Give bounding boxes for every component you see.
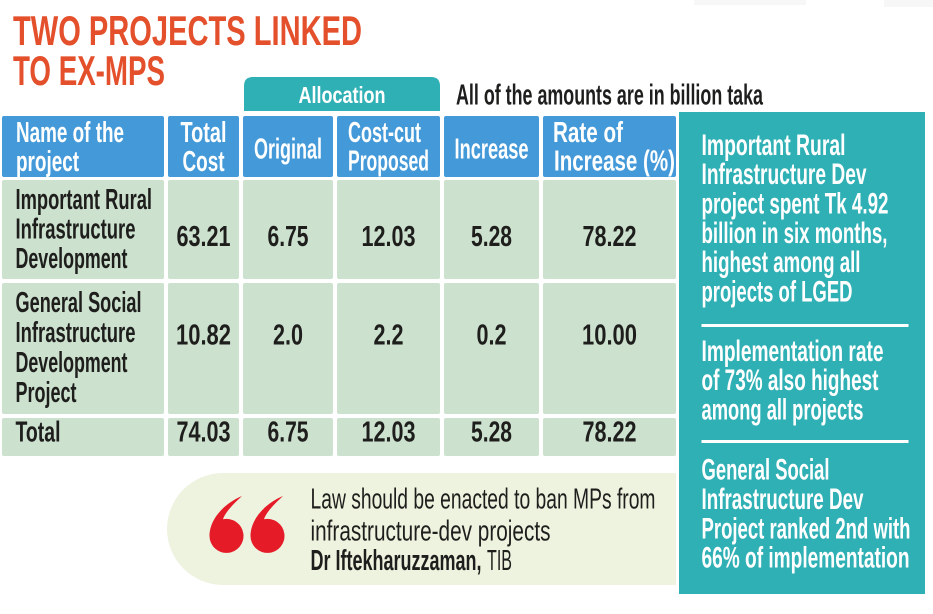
svg-text:Important Rural: Important Rural <box>16 184 153 216</box>
svg-text:10.00: 10.00 <box>582 320 637 352</box>
svg-text:12.03: 12.03 <box>362 417 416 449</box>
svg-text:Project: Project <box>16 377 77 409</box>
svg-text:projects of LGED: projects of LGED <box>702 276 853 309</box>
svg-text:General Social: General Social <box>16 287 142 319</box>
svg-text:Cost-cut: Cost-cut <box>348 117 421 149</box>
svg-text:Rate of: Rate of <box>553 117 623 149</box>
svg-text:74.03: 74.03 <box>177 417 231 449</box>
svg-text:Important Rural: Important Rural <box>702 129 846 162</box>
svg-text:Infrastructure: Infrastructure <box>16 214 136 246</box>
svg-text:Total: Total <box>181 117 227 149</box>
svg-text:Implementation rate: Implementation rate <box>702 335 884 368</box>
svg-text:Cost: Cost <box>183 146 225 178</box>
svg-text:Increase (%): Increase (%) <box>554 146 675 178</box>
svg-text:of 73% also highest: of 73% also highest <box>702 364 879 397</box>
svg-text:highest among all: highest among all <box>702 246 861 279</box>
svg-text:Total: Total <box>16 417 61 449</box>
svg-text:Infrastructure Dev: Infrastructure Dev <box>702 483 864 516</box>
svg-text:infrastructure-dev projects: infrastructure-dev projects <box>311 516 551 548</box>
svg-text:10.82: 10.82 <box>176 320 231 352</box>
svg-text:Project ranked 2nd with: Project ranked 2nd with <box>702 513 911 546</box>
svg-text:project spent Tk 4.92: project spent Tk 4.92 <box>702 188 889 221</box>
svg-text:78.22: 78.22 <box>583 417 637 449</box>
svg-text:Infrastructure Dev: Infrastructure Dev <box>702 158 867 191</box>
svg-text:TIB: TIB <box>487 545 512 577</box>
svg-text:billion in six months,: billion in six months, <box>702 217 888 250</box>
svg-text:among all projects: among all projects <box>702 394 864 427</box>
svg-text:Increase: Increase <box>455 134 529 166</box>
svg-text:12.03: 12.03 <box>362 221 416 253</box>
svg-text:All of the amounts are in bill: All of the amounts are in billion taka <box>456 80 764 112</box>
svg-text:Development: Development <box>16 347 128 379</box>
svg-text:General Social: General Social <box>702 454 830 487</box>
svg-text:Infrastructure: Infrastructure <box>16 317 136 349</box>
svg-text:TO EX-MPS: TO EX-MPS <box>13 47 165 94</box>
svg-text:project: project <box>16 146 79 178</box>
svg-text:Proposed: Proposed <box>348 146 429 178</box>
svg-text:5.28: 5.28 <box>471 221 512 253</box>
svg-text:Law should be enacted to ban M: Law should be enacted to ban MPs from <box>311 484 656 516</box>
svg-text:TWO PROJECTS LINKED: TWO PROJECTS LINKED <box>13 7 362 54</box>
svg-text:66% of implementation: 66% of implementation <box>702 542 910 575</box>
svg-text:Name of the: Name of the <box>16 117 124 149</box>
svg-text:78.22: 78.22 <box>583 221 637 253</box>
svg-text:Allocation: Allocation <box>299 82 386 108</box>
svg-text:6.75: 6.75 <box>268 221 309 253</box>
svg-text:63.21: 63.21 <box>177 221 231 253</box>
svg-text:2.2: 2.2 <box>374 320 404 352</box>
svg-text:5.28: 5.28 <box>471 417 512 449</box>
svg-text:6.75: 6.75 <box>268 417 309 449</box>
svg-text:2.0: 2.0 <box>273 320 303 352</box>
svg-text:Development: Development <box>16 243 128 275</box>
svg-text:Original: Original <box>254 134 322 166</box>
svg-text:0.2: 0.2 <box>477 320 507 352</box>
svg-text:Dr Iftekharuzzaman,: Dr Iftekharuzzaman, <box>311 545 482 577</box>
